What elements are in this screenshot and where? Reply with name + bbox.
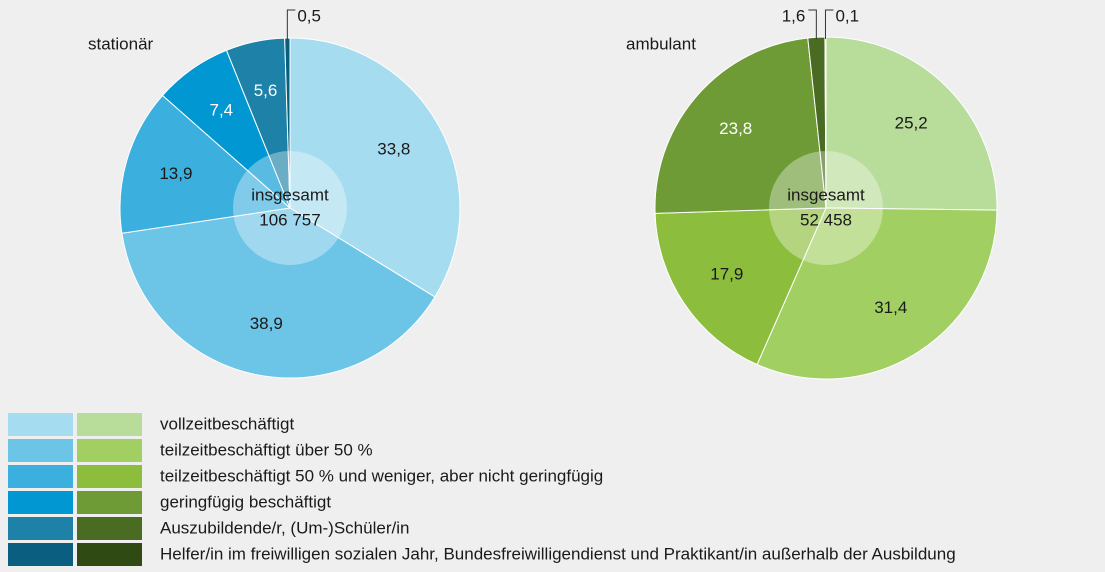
- center-total: 106 757: [259, 210, 320, 229]
- pie-slice: [756, 207, 998, 380]
- leader-line: [824, 9, 834, 40]
- legend-swatch: [8, 465, 73, 488]
- legend-swatch: [77, 517, 142, 540]
- legend-swatch: [77, 439, 142, 462]
- value-label: 33,8: [377, 139, 410, 158]
- legend-swatch: [77, 413, 142, 436]
- legend-label: Auszubildende/r, (Um-)Schüler/in: [160, 518, 409, 537]
- value-label: 23,8: [719, 119, 752, 138]
- legend-label: vollzeitbeschäftigt: [160, 414, 294, 433]
- value-label: 13,9: [159, 164, 192, 183]
- pie-title: stationär: [88, 34, 154, 53]
- center-label: insgesamt: [787, 185, 865, 204]
- legend-swatch: [8, 413, 73, 436]
- legend-swatch: [77, 491, 142, 514]
- value-label: 5,6: [254, 81, 278, 100]
- center-disc: [233, 151, 347, 265]
- leader-line: [808, 9, 817, 40]
- value-label: 7,4: [210, 100, 234, 119]
- center-total: 52 458: [800, 210, 852, 229]
- value-label: 1,6: [782, 6, 806, 25]
- value-label: 31,4: [874, 298, 907, 317]
- value-label: 0,1: [835, 6, 859, 25]
- legend-label: Helfer/in im freiwilligen sozialen Jahr,…: [160, 544, 956, 563]
- pie-slice: [654, 207, 827, 366]
- value-label: 17,9: [710, 264, 743, 283]
- pie-slice: [119, 94, 292, 234]
- value-label: 0,5: [297, 6, 321, 25]
- legend-label: teilzeitbeschäftigt 50 % und weniger, ab…: [160, 466, 603, 485]
- legend-swatch: [8, 543, 73, 566]
- pie-slice: [654, 37, 827, 214]
- legend-swatch: [8, 517, 73, 540]
- center-disc: [769, 151, 883, 265]
- leader-line: [286, 9, 296, 41]
- center-label: insgesamt: [251, 185, 329, 204]
- legend-swatch: [8, 491, 73, 514]
- pie-slice: [289, 37, 461, 298]
- pie-slice: [825, 36, 998, 211]
- value-label: 38,9: [250, 314, 283, 333]
- legend-label: teilzeitbeschäftigt über 50 %: [160, 440, 373, 459]
- pie-title: ambulant: [626, 34, 696, 53]
- legend-swatch: [77, 543, 142, 566]
- legend-swatch: [8, 439, 73, 462]
- legend-swatch: [77, 465, 142, 488]
- legend-label: geringfügig beschäftigt: [160, 492, 331, 511]
- pie-slice: [121, 207, 436, 379]
- value-label: 25,2: [895, 113, 928, 132]
